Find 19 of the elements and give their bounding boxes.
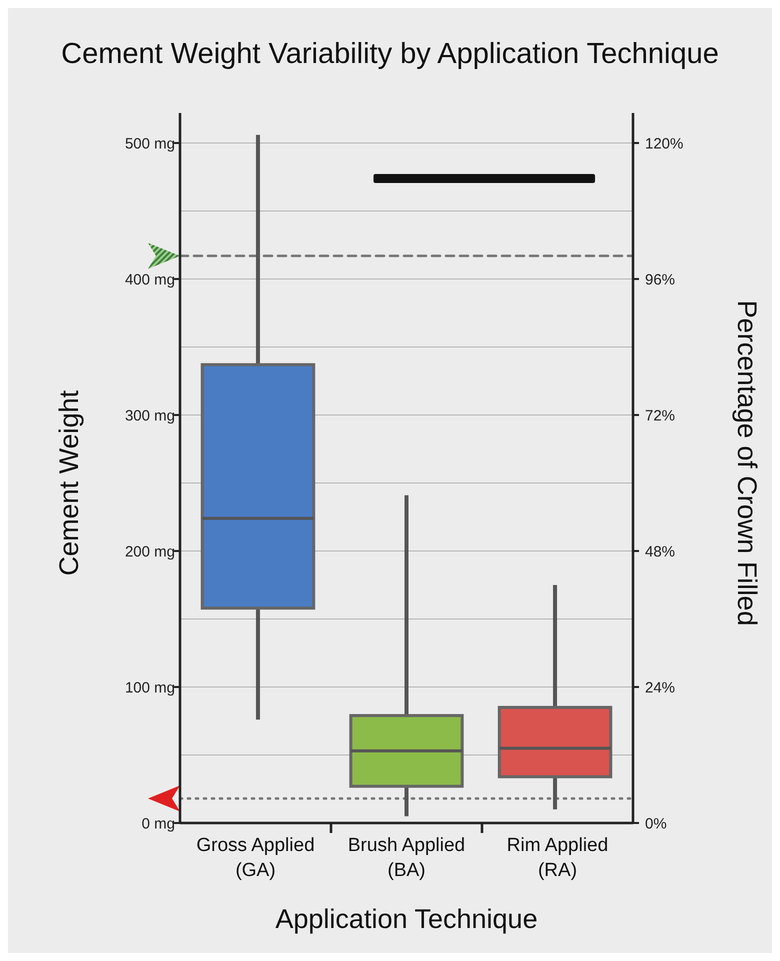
x-tick-label: Rim Applied (RA) xyxy=(506,835,608,881)
x-axis-title: Application Technique xyxy=(275,904,538,934)
chart-title: Cement Weight Variability by Application Technique xyxy=(61,38,719,70)
x-tick-label: Brush Applied (BA) xyxy=(348,835,466,881)
y-tick-label: 400 mg xyxy=(124,271,175,288)
y-tick-label: 200 mg xyxy=(124,543,175,560)
y-tick-label: 300 mg xyxy=(124,407,175,424)
y-axis-title: Cement Weight xyxy=(54,390,84,576)
x-tick-label: Gross Applied (GA) xyxy=(196,835,315,881)
y2-tick-label: 72% xyxy=(645,407,676,424)
y2-tick-label: 96% xyxy=(645,271,676,288)
y2-tick-label: 0% xyxy=(645,815,667,832)
y-tick-label: 500 mg xyxy=(124,135,175,152)
y2-tick-label: 120% xyxy=(645,135,684,152)
y-tick-label: 0 mg xyxy=(142,815,175,832)
y-tick-label: 100 mg xyxy=(124,679,175,696)
y2-tick-label: 24% xyxy=(645,679,676,696)
y2-tick-label: 48% xyxy=(645,543,676,560)
y2-axis-title: Percentage of Crown Filled xyxy=(732,300,762,626)
